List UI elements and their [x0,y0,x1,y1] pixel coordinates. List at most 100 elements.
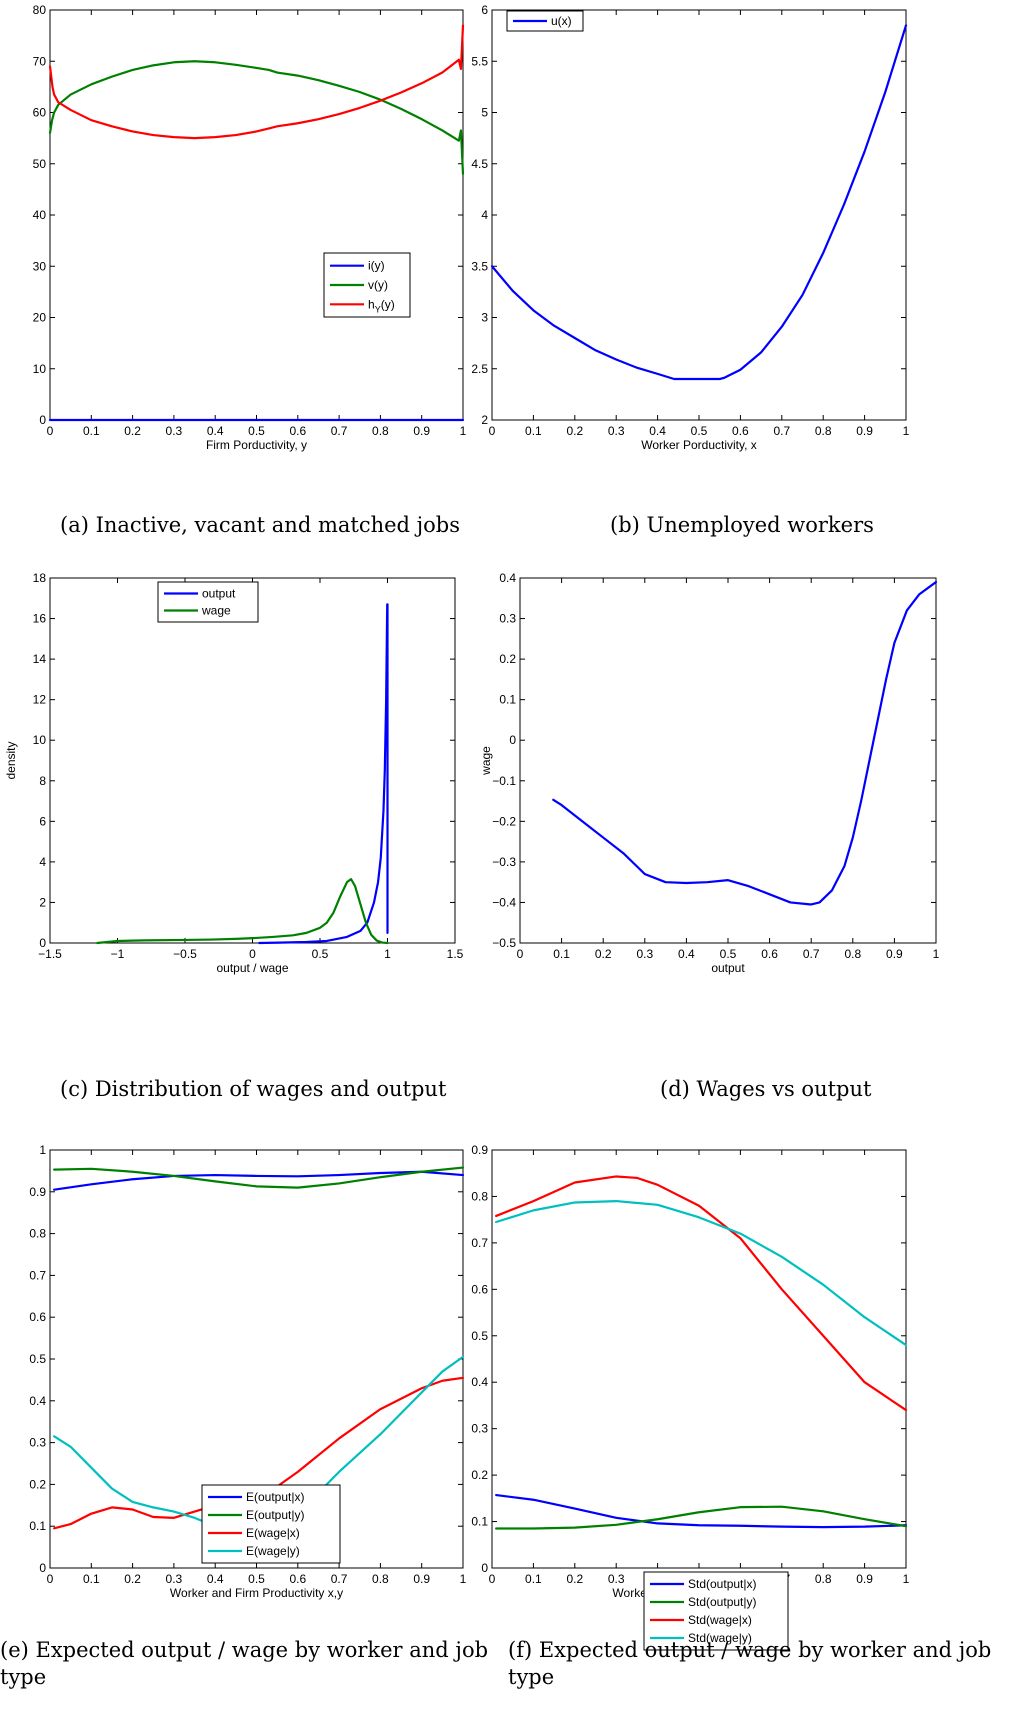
x-tick: 0.6 [289,1150,306,1586]
legend-entry: Std(output|x) [650,1577,756,1591]
series-line-main [552,580,938,906]
x-tick-label: 0.9 [413,1572,430,1586]
y-tick-label: 0.5 [471,1329,488,1343]
legend: output wage [157,581,259,623]
x-tick: 0 [489,1150,496,1586]
x-tick-label: 0.4 [649,424,666,438]
x-tick-label: 0 [489,424,496,438]
x-tick: 0.5 [248,1150,265,1586]
y-tick-label: 18 [33,571,47,585]
legend: u(x) [506,10,584,32]
y-tick-label: 14 [33,652,47,666]
x-tick-label: 0.2 [566,1572,583,1586]
x-tick: 0.1 [553,578,570,961]
x-tick: 0.4 [207,10,224,438]
x-tick-label: 0.4 [678,947,695,961]
legend-label: E(wage|x) [246,1526,300,1540]
x-tick-label: −1 [111,947,125,961]
y-tick: 0.8 [471,1189,906,1203]
y-tick: 0 [39,936,455,950]
x-axis-label: Firm Porductivity, y [206,438,307,452]
x-tick: 0.7 [773,1150,790,1586]
y-tick: 8 [39,774,455,788]
y-tick-label: 0.9 [471,1143,488,1157]
x-tick: 0.5 [691,10,708,438]
x-tick-label: 0.3 [636,947,653,961]
x-tick-label: 0.8 [815,424,832,438]
y-tick-label: 0.8 [471,1189,488,1203]
y-tick: 20 [33,311,463,325]
series-line-Std(output|x) [495,1493,908,1529]
x-tick: 0.4 [207,1150,224,1586]
y-tick: 3 [481,311,906,325]
chart-a: 0 0.1 0.2 0.3 0.4 0.5 0.6 0.7 0.8 0.9 101020304050… [33,3,467,452]
x-tick-label: 1 [460,1572,467,1586]
y-tick-label: 40 [33,208,47,222]
x-tick: 0.8 [815,10,832,438]
legend-label: Std(wage|x) [688,1613,752,1627]
legend-label: wage [201,604,231,618]
chart-panel-d: 0 0.1 0.2 0.3 0.4 0.5 0.6 0.7 0.8 0.9 1 −0.5 −0.4 −0.… [479,570,1023,1040]
legend-label: E(output|x) [246,1490,304,1504]
x-tick-label: 0.4 [207,424,224,438]
legend-entry: Std(wage|x) [650,1613,752,1627]
y-tick: 0.7 [29,1268,463,1282]
y-tick-label: 0.7 [471,1236,488,1250]
x-tick-label: 0.7 [331,1572,348,1586]
x-tick-label: 0.5 [248,424,265,438]
chart-c: −1.5 −1 −0.5 0 0.5 1 1.5 0 2 4 6 8 10 12 14 16 18 output … [4,571,464,975]
y-tick: 40 [33,208,463,222]
x-tick-label: 1 [933,947,940,961]
legend-label: output [202,587,236,601]
y-tick-label: 16 [33,612,47,626]
x-tick-label: 0.3 [166,1572,183,1586]
x-tick: −1 [111,578,125,961]
x-tick: 0.1 [83,10,100,438]
y-tick: 0.2 [471,1468,906,1482]
y-tick: 2 [39,895,455,909]
x-tick: 0.9 [886,578,903,961]
y-tick: 0.8 [29,1227,463,1241]
y-tick: 10 [33,362,463,376]
x-tick-label: 0.8 [815,1572,832,1586]
legend-label: Std(output|x) [688,1577,756,1591]
x-tick: 1 [903,10,910,438]
legend-label: E(output|y) [246,1508,304,1522]
x-tick: 0.8 [815,1150,832,1586]
legend-entry: Std(output|y) [650,1595,756,1609]
y-tick-label: 0.1 [29,1519,46,1533]
x-tick-label: 1 [460,424,467,438]
caption-e: (e) Expected output / wage by worker and… [0,1638,489,1689]
x-tick: 0.7 [331,10,348,438]
series-line-h_Y(y) [48,24,465,140]
x-tick-label: 0.7 [803,947,820,961]
x-tick-label: −0.5 [173,947,197,961]
y-tick: 0.3 [29,1436,463,1450]
legend: Std(output|x) Std(output|y) Std(wage|x) Std… [643,1571,789,1651]
x-tick-label: 0.2 [595,947,612,961]
y-tick: 30 [33,259,463,273]
x-tick-label: 0 [489,1572,496,1586]
x-tick: 0.1 [525,10,542,438]
legend-label: u(x) [551,14,572,28]
x-tick: 0.1 [525,1150,542,1586]
y-tick-label: 0.3 [471,1422,488,1436]
x-tick-label: −1.5 [38,947,62,961]
y-tick: 0.4 [471,1375,906,1389]
series-line-u(x) [490,24,908,381]
y-tick: 50 [33,157,463,171]
x-tick: 0.6 [761,578,778,961]
legend-entry: E(wage|y) [208,1544,300,1558]
x-tick-label: 0.8 [372,1572,389,1586]
legend-entry: E(wage|x) [208,1526,300,1540]
x-tick: 1 [903,1150,910,1586]
legend-entry: Std(wage|y) [650,1631,752,1645]
y-tick: 0.1 [471,1515,906,1529]
y-tick: 0.2 [499,652,936,666]
x-axis-label: Worker Porductivity, x [641,438,757,452]
x-tick-label: 0.5 [248,1572,265,1586]
series-line-Std(wage|x) [495,1175,908,1412]
x-tick-label: 0.1 [83,424,100,438]
x-tick: 0.7 [803,578,820,961]
y-tick-label: 8 [39,774,46,788]
